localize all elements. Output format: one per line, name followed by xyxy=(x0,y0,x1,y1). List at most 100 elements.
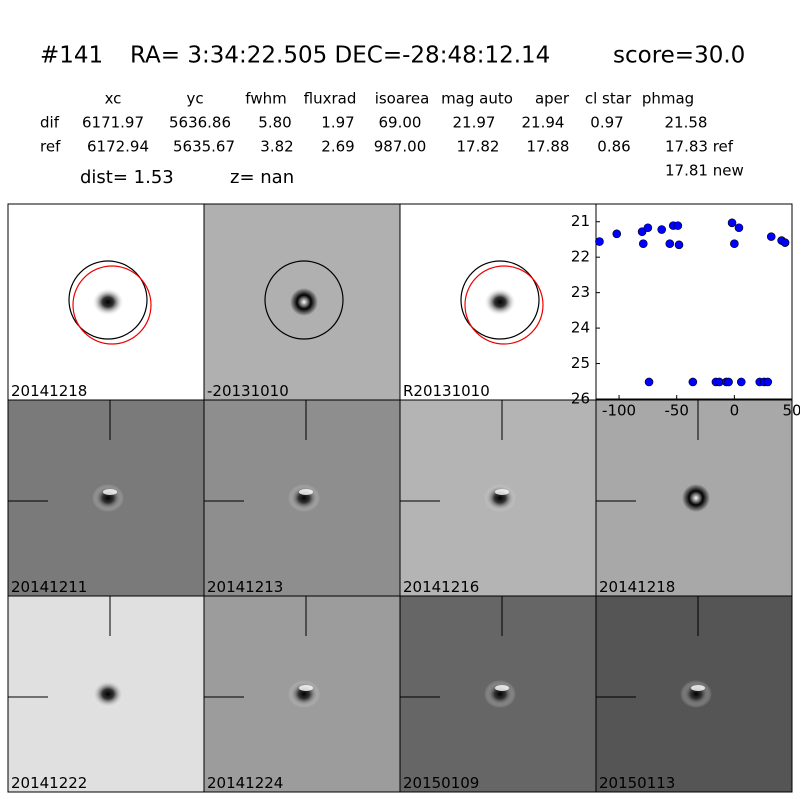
point xyxy=(644,377,654,387)
source xyxy=(92,288,124,316)
column-header: fluxrad xyxy=(304,90,357,108)
point xyxy=(665,239,675,249)
table-cell: 5.80 xyxy=(258,114,291,132)
aperture-ref xyxy=(464,265,544,345)
point xyxy=(612,229,622,239)
column-header: xc xyxy=(105,90,122,108)
panel-label: 20141222 xyxy=(11,774,87,792)
x-tick-label: 50 xyxy=(782,402,800,420)
panel-label: 20141216 xyxy=(403,578,479,596)
column-header: phmag xyxy=(642,90,694,108)
table-cell: 0.86 xyxy=(597,138,630,156)
point xyxy=(657,225,667,234)
plot-area xyxy=(595,203,793,400)
panel-label: -20131010 xyxy=(207,382,289,400)
point xyxy=(727,218,737,228)
panel-label: 20141218 xyxy=(599,578,675,596)
column-header: fwhm xyxy=(245,90,286,108)
y-tick-label: 25 xyxy=(571,354,590,372)
source xyxy=(92,680,124,708)
source xyxy=(484,484,516,512)
object-id: #141 xyxy=(40,43,103,69)
y-tick-label: 26 xyxy=(571,390,590,408)
table-cell: 17.88 xyxy=(527,138,570,156)
y-tick-label: 23 xyxy=(571,283,590,301)
source-highlight xyxy=(495,685,509,691)
aperture xyxy=(68,260,148,340)
phmag-new: 17.81 new xyxy=(665,162,744,180)
table-cell: 3.82 xyxy=(260,138,293,156)
point xyxy=(673,221,683,230)
table-cell: 5636.86 xyxy=(169,114,231,132)
panel-label: 20150113 xyxy=(599,774,675,792)
point xyxy=(736,377,746,387)
row-label: ref xyxy=(40,138,61,156)
source xyxy=(290,288,318,316)
dist: dist= 1.53 xyxy=(80,167,174,188)
y-tick-label: 22 xyxy=(571,248,590,266)
table-cell: 21.94 xyxy=(522,114,565,132)
point xyxy=(595,237,604,246)
table-cell: 6171.97 xyxy=(82,114,144,132)
point xyxy=(724,377,733,387)
row-label: dif xyxy=(40,114,60,132)
table-cell: 0.97 xyxy=(590,114,623,132)
source-highlight xyxy=(299,685,313,691)
source-highlight xyxy=(495,489,509,495)
table-cell: 5635.67 xyxy=(173,138,235,156)
point xyxy=(780,238,790,247)
source-highlight xyxy=(691,685,705,691)
aperture xyxy=(264,260,344,340)
column-header: isoarea xyxy=(375,90,430,108)
panels: 20141218 -20131010 R20131010 20141211 201412… xyxy=(7,203,793,793)
panel-label: 20141213 xyxy=(207,578,283,596)
column-header: cl star xyxy=(585,90,632,108)
aperture xyxy=(460,260,540,340)
point xyxy=(734,223,744,233)
point xyxy=(763,377,773,387)
z-value: z= nan xyxy=(230,167,294,188)
table-cell: 21.58 xyxy=(665,114,708,132)
source xyxy=(484,680,516,708)
point xyxy=(674,240,684,250)
source xyxy=(288,680,320,708)
column-header: aper xyxy=(535,90,570,108)
table-cell: 2.69 xyxy=(321,138,354,156)
table-cell: 6172.94 xyxy=(87,138,149,156)
source-highlight xyxy=(299,489,313,495)
x-tick-label: 0 xyxy=(730,402,740,420)
point xyxy=(643,223,653,233)
point xyxy=(766,232,776,241)
panel-label: 20150109 xyxy=(403,774,479,792)
y-tick-label: 24 xyxy=(571,319,590,337)
column-header: mag auto xyxy=(441,90,513,108)
source-highlight xyxy=(103,489,117,495)
source xyxy=(92,484,124,512)
table-cell: 21.97 xyxy=(453,114,496,132)
table-cell: 17.82 xyxy=(457,138,500,156)
panel-label: 20141218 xyxy=(11,382,87,400)
panel-label: R20131010 xyxy=(403,382,490,400)
panel-label: 20141211 xyxy=(11,578,87,596)
y-tick-label: 21 xyxy=(571,212,590,230)
source xyxy=(682,484,710,512)
source xyxy=(288,484,320,512)
point xyxy=(688,377,698,387)
table-cell: 987.00 xyxy=(374,138,427,156)
x-tick-label: -100 xyxy=(602,402,636,420)
source xyxy=(680,680,712,708)
x-tick-label: -50 xyxy=(664,402,689,420)
score: score=30.0 xyxy=(613,43,745,69)
panel-label: 20141224 xyxy=(207,774,283,792)
source xyxy=(484,288,516,316)
table-cell: 1.97 xyxy=(321,114,354,132)
table-cell: 69.00 xyxy=(379,114,422,132)
coordinates: RA= 3:34:22.505 DEC=-28:48:12.14 xyxy=(130,43,550,69)
point xyxy=(730,239,739,249)
table-cell: 17.83 ref xyxy=(665,138,734,156)
column-header: yc xyxy=(186,90,203,108)
point xyxy=(638,239,648,249)
aperture-ref xyxy=(72,265,152,345)
